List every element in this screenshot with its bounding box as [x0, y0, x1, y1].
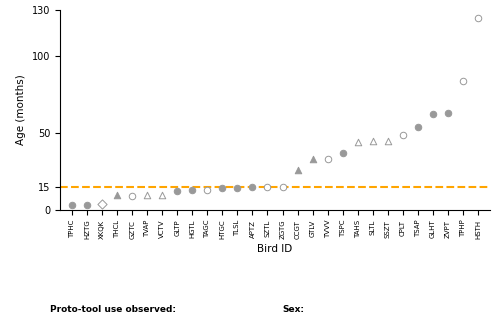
- Point: [143, 192, 151, 197]
- Text: Proto-tool use observed:: Proto-tool use observed:: [50, 305, 176, 315]
- Point: [414, 124, 422, 130]
- Point: [384, 138, 392, 143]
- Point: [278, 184, 286, 190]
- Point: [338, 150, 346, 155]
- Point: [444, 110, 452, 115]
- Point: [308, 156, 316, 162]
- Point: [368, 138, 376, 143]
- Point: [68, 203, 76, 208]
- Text: Sex:: Sex:: [282, 305, 304, 315]
- Point: [459, 78, 467, 83]
- Point: [83, 203, 91, 208]
- Y-axis label: Age (months): Age (months): [16, 74, 26, 145]
- Point: [429, 112, 437, 117]
- Point: [98, 201, 106, 206]
- Point: [218, 186, 226, 191]
- Point: [399, 132, 407, 137]
- Point: [474, 15, 482, 20]
- Point: [264, 184, 272, 190]
- Point: [324, 156, 332, 162]
- Point: [248, 184, 256, 190]
- Point: [188, 187, 196, 193]
- Point: [234, 186, 241, 191]
- Point: [174, 189, 182, 194]
- Point: [204, 187, 212, 193]
- Point: [158, 192, 166, 197]
- Point: [113, 192, 121, 197]
- X-axis label: Bird ID: Bird ID: [258, 244, 292, 254]
- Point: [294, 167, 302, 173]
- Point: [354, 140, 362, 145]
- Point: [128, 194, 136, 199]
